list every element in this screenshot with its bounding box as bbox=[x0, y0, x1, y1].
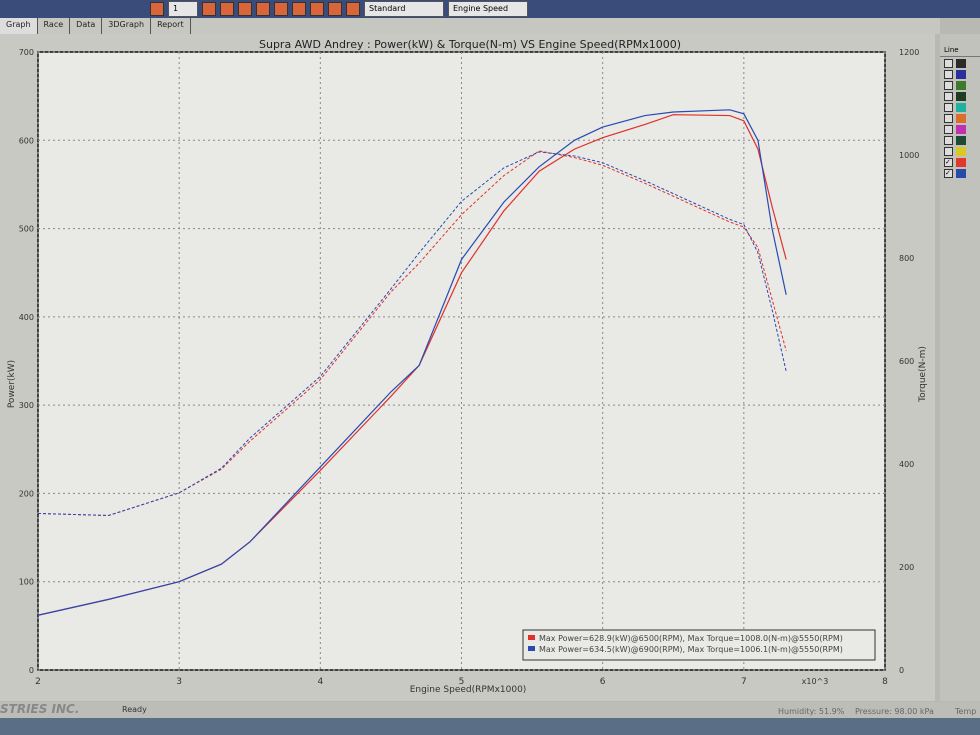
x-axis-select[interactable]: Engine Speed bbox=[448, 1, 528, 17]
y-tick-label: 600 bbox=[19, 136, 34, 145]
line-color-swatch bbox=[956, 81, 966, 90]
tab-race[interactable]: Race bbox=[38, 18, 71, 34]
legend-swatch bbox=[528, 646, 535, 651]
run-checkbox[interactable]: ✓ bbox=[944, 169, 953, 178]
y-tick-label: 0 bbox=[29, 666, 34, 675]
line-color-swatch bbox=[956, 158, 966, 167]
run-checkbox[interactable] bbox=[944, 59, 953, 68]
tool-button[interactable] bbox=[220, 2, 234, 16]
page-select[interactable]: 1 bbox=[168, 1, 198, 17]
power-line-series-2 bbox=[37, 109, 787, 616]
tab-data[interactable]: Data bbox=[70, 18, 103, 34]
tab-report[interactable]: Report bbox=[151, 18, 191, 34]
y-tick-label: 700 bbox=[19, 48, 34, 57]
legend-entry: Max Power=628.9(kW)@6500(RPM), Max Torqu… bbox=[539, 634, 843, 643]
line-column-header: Line bbox=[940, 34, 980, 57]
toolbar: 1 Standard Engine Speed bbox=[0, 0, 980, 18]
tool-button[interactable] bbox=[150, 2, 164, 16]
y2-tick-label: 1000 bbox=[899, 151, 919, 160]
x-multiplier-label: x10^3 bbox=[802, 677, 829, 686]
x-tick-label: 3 bbox=[176, 677, 182, 687]
line-color-swatch bbox=[956, 59, 966, 68]
run-row bbox=[944, 92, 976, 101]
x-tick-label: 2 bbox=[35, 677, 41, 687]
x-tick-label: 5 bbox=[459, 677, 465, 687]
torque-line-series-2 bbox=[37, 151, 787, 517]
run-row bbox=[944, 125, 976, 134]
y2-tick-label: 800 bbox=[899, 254, 914, 263]
y-tick-label: 200 bbox=[19, 489, 34, 498]
run-checkbox[interactable] bbox=[944, 81, 953, 90]
brand-logo: STRIES INC. bbox=[0, 702, 80, 716]
run-checkbox[interactable] bbox=[944, 114, 953, 123]
tool-button[interactable] bbox=[292, 2, 306, 16]
y2-tick-label: 1200 bbox=[899, 48, 919, 57]
x-tick-label: 7 bbox=[741, 677, 747, 687]
line-color-swatch bbox=[956, 169, 966, 178]
run-row bbox=[944, 147, 976, 156]
y2-tick-label: 600 bbox=[899, 357, 914, 366]
run-row bbox=[944, 103, 976, 112]
dyno-chart: 2 3 4 5 6 7 8 0 100 200 300 400 500 600 700 0 200 400 600 8… bbox=[7, 38, 928, 695]
run-row bbox=[944, 136, 976, 145]
line-color-swatch bbox=[956, 125, 966, 134]
line-color-swatch bbox=[956, 70, 966, 79]
chart-panel: 2 3 4 5 6 7 8 0 100 200 300 400 500 600 700 0 200 400 600 8… bbox=[0, 34, 935, 701]
tool-button[interactable] bbox=[256, 2, 270, 16]
run-checkbox[interactable] bbox=[944, 70, 953, 79]
run-checkbox[interactable] bbox=[944, 125, 953, 134]
y2-tick-label: 400 bbox=[899, 460, 914, 469]
tab-bar: Graph Race Data 3DGraph Report bbox=[0, 18, 940, 34]
run-checkbox[interactable] bbox=[944, 103, 953, 112]
y-tick-label: 300 bbox=[19, 401, 34, 410]
run-list-panel: Line ✓ ✓ bbox=[940, 34, 980, 701]
x-axis-label: Engine Speed(RPMx1000) bbox=[410, 685, 527, 695]
tool-button[interactable] bbox=[346, 2, 360, 16]
run-checkbox[interactable] bbox=[944, 147, 953, 156]
temperature: Temp bbox=[955, 707, 977, 716]
status-text: Ready bbox=[122, 705, 147, 714]
torque-line-series-1 bbox=[37, 150, 787, 517]
line-color-swatch bbox=[956, 92, 966, 101]
line-color-swatch bbox=[956, 103, 966, 112]
chart-title: Supra AWD Andrey : Power(kW) & Torque(N-… bbox=[259, 38, 681, 51]
x-tick-label: 4 bbox=[317, 677, 323, 687]
run-row bbox=[944, 81, 976, 90]
humidity: Humidity: 51.9% bbox=[778, 707, 845, 716]
run-row bbox=[944, 114, 976, 123]
legend bbox=[522, 629, 876, 661]
run-checkbox[interactable] bbox=[944, 136, 953, 145]
pressure: Pressure: 98.00 kPa bbox=[855, 707, 934, 716]
x-tick-label: 6 bbox=[600, 677, 606, 687]
y-axis-label: Power(kW) bbox=[7, 360, 17, 408]
tool-button[interactable] bbox=[328, 2, 342, 16]
tab-3dgraph[interactable]: 3DGraph bbox=[102, 18, 152, 34]
y2-tick-label: 0 bbox=[899, 666, 904, 675]
line-color-swatch bbox=[956, 147, 966, 156]
tool-button[interactable] bbox=[238, 2, 252, 16]
tab-graph[interactable]: Graph bbox=[0, 18, 38, 34]
x-tick-label: 8 bbox=[882, 677, 888, 687]
mode-select[interactable]: Standard bbox=[364, 1, 444, 17]
legend-swatch bbox=[528, 635, 535, 640]
line-color-swatch bbox=[956, 114, 966, 123]
run-row bbox=[944, 70, 976, 79]
run-checkbox[interactable] bbox=[944, 92, 953, 101]
run-checkbox[interactable]: ✓ bbox=[944, 158, 953, 167]
tool-button[interactable] bbox=[202, 2, 216, 16]
legend-entry: Max Power=634.5(kW)@6900(RPM), Max Torqu… bbox=[539, 645, 843, 654]
tool-button[interactable] bbox=[274, 2, 288, 16]
y-tick-label: 500 bbox=[19, 225, 34, 234]
y2-tick-label: 200 bbox=[899, 563, 914, 572]
status-bar: STRIES INC. Ready Humidity: 51.9% Pressu… bbox=[0, 702, 980, 718]
y-tick-label: 400 bbox=[19, 313, 34, 322]
tool-button[interactable] bbox=[310, 2, 324, 16]
y-tick-label: 100 bbox=[19, 578, 34, 587]
y2-axis-label: Torque(N-m) bbox=[918, 346, 928, 403]
line-color-swatch bbox=[956, 136, 966, 145]
run-row: ✓ bbox=[944, 169, 976, 178]
run-row bbox=[944, 59, 976, 68]
run-row: ✓ bbox=[944, 158, 976, 167]
taskbar bbox=[0, 718, 980, 735]
